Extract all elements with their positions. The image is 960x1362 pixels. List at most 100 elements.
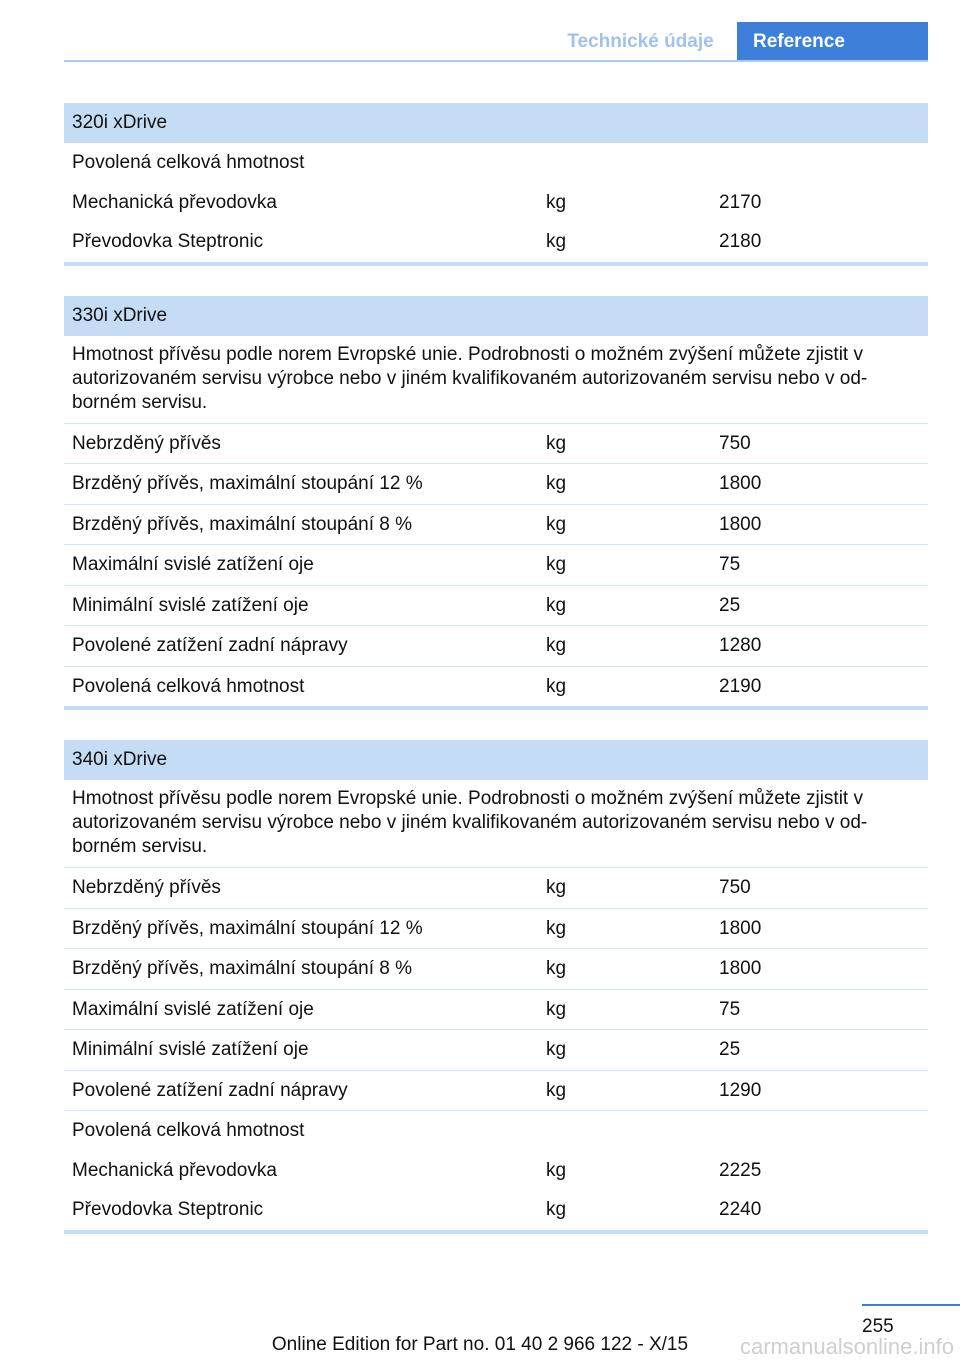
row-label: Nebrzděný přívěs — [72, 877, 221, 898]
table-row: Minimální svislé zatížení oje kg 25 — [64, 586, 928, 626]
table-row: Povolené zatížení zadní nápravy kg 1290 — [64, 1071, 928, 1111]
value: 25 — [719, 1039, 741, 1060]
unit: kg — [546, 1039, 567, 1060]
row-group: Maximální svislé zatížení oje kg 75 — [64, 544, 928, 585]
value: 1800 — [719, 473, 762, 494]
unit: kg — [546, 1199, 567, 1220]
row-label: Povolené zatížení zadní nápravy — [72, 635, 348, 656]
unit: kg — [546, 473, 567, 494]
row-label: Brzděný přívěs, maximální stoupání 12 % — [72, 473, 423, 494]
value: 750 — [719, 432, 751, 454]
row-group: Nebrzděný přívěs kg 750 — [64, 867, 928, 908]
row-group: Brzděný přívěs, maximální stoupání 12 % k… — [64, 463, 928, 504]
table-title: 330i xDrive — [64, 295, 928, 336]
value: 750 — [719, 877, 751, 898]
spec-table: 330i xDrive Hmotnost přívěsu podle norem … — [64, 295, 928, 710]
value: 2190 — [719, 675, 762, 697]
unit: kg — [546, 877, 567, 898]
unit: kg — [546, 432, 567, 454]
unit: kg — [546, 675, 567, 697]
header-rule — [64, 60, 928, 62]
table-row: Povolená celková hmotnost — [64, 143, 928, 183]
table-row: Maximální svislé zatížení oje kg 75 — [64, 990, 928, 1030]
table-row: Povolená celková hmotnost — [64, 1111, 928, 1151]
table-row: Brzděný přívěs, maximální stoupání 8 % kg… — [64, 949, 928, 989]
row-group: Brzděný přívěs, maximální stoupání 8 % kg… — [64, 948, 928, 989]
unit: kg — [546, 635, 567, 656]
unit: kg — [546, 998, 567, 1020]
table-row: Brzděný přívěs, maximální stoupání 8 % kg… — [64, 505, 928, 545]
row-label: Převodovka Steptronic — [72, 231, 264, 252]
table-note: Hmotnost přívěsu podle norem Evropské un… — [72, 788, 868, 857]
row-label: Mechanická převodovka — [72, 191, 277, 213]
table-note: Hmotnost přívěsu podle norem Evropské un… — [72, 343, 868, 413]
row-group: Povolená celková hmotnost Mechanická přev… — [64, 1110, 928, 1230]
table-row: Nebrzděný přívěs kg 750 — [64, 424, 928, 464]
row-label: Brzděný přívěs, maximální stoupání 8 % — [72, 513, 413, 535]
table-title: 320i xDrive — [64, 103, 928, 143]
row-group: Povolené zatížení zadní nápravy kg 1280 — [64, 625, 928, 666]
footer-rule — [862, 1304, 960, 1306]
row-group: Minimální svislé zatížení oje kg 25 — [64, 584, 928, 626]
table-row: Převodovka Steptronic kg 2240 — [64, 1190, 928, 1230]
value: 1290 — [719, 1079, 762, 1101]
table-row: Převodovka Steptronic kg 2180 — [64, 222, 928, 262]
spec-table: 340i xDrive Hmotnost přívěsu podle norem … — [64, 740, 928, 1234]
row-label: Mechanická převodovka — [72, 1159, 277, 1181]
row-group: Nebrzděný přívěs kg 750 — [64, 422, 928, 464]
row-label: Maximální svislé zatížení oje — [72, 554, 314, 575]
value: 25 — [719, 594, 741, 616]
table-row: Brzděný přívěs, maximální stoupání 12 % k… — [64, 909, 928, 949]
unit: kg — [546, 594, 567, 616]
row-label: Maximální svislé zatížení oje — [72, 998, 314, 1020]
value: 75 — [719, 554, 741, 575]
value: 2240 — [719, 1199, 762, 1220]
row-label: Nebrzděný přívěs — [72, 432, 221, 454]
value: 1800 — [719, 513, 762, 535]
row-group: Minimální svislé zatížení oje kg 25 — [64, 1029, 928, 1070]
unit: kg — [546, 917, 567, 939]
unit: kg — [546, 513, 567, 535]
table-row: Brzděný přívěs, maximální stoupání 12 % k… — [64, 464, 928, 504]
table-row: Povolená celková hmotnost kg 2190 — [64, 667, 928, 707]
value: 1800 — [719, 917, 762, 939]
row-group: Brzděný přívěs, maximální stoupání 8 % kg… — [64, 503, 928, 545]
value: 2170 — [719, 191, 762, 213]
row-label: Brzděný přívěs, maximální stoupání 12 % — [72, 917, 423, 939]
value: 1280 — [719, 635, 762, 656]
table-row: Minimální svislé zatížení oje kg 25 — [64, 1030, 928, 1070]
row-label: Minimální svislé zatížení oje — [72, 594, 309, 616]
tables: 320i xDrive Povolená celková hmotnost Mech… — [64, 103, 928, 1264]
table-row: Mechanická převodovka kg 2170 — [64, 183, 928, 223]
row-label: Brzděný přívěs, maximální stoupání 8 % — [72, 958, 413, 979]
unit: kg — [546, 554, 567, 575]
row-label: Povolené zatížení zadní nápravy — [72, 1079, 348, 1101]
row-group: Brzděný přívěs, maximální stoupání 12 % k… — [64, 907, 928, 949]
watermark: carmanualsonline.info — [739, 1334, 954, 1359]
page-number: 255 — [862, 1316, 894, 1337]
row-group: Povolené zatížení zadní nápravy kg 1290 — [64, 1069, 928, 1111]
table-row: Maximální svislé zatížení oje kg 75 — [64, 545, 928, 585]
table-title: 340i xDrive — [64, 740, 928, 780]
spec-table: 320i xDrive Povolená celková hmotnost Mech… — [64, 103, 928, 266]
unit: kg — [546, 191, 567, 213]
unit: kg — [546, 1159, 567, 1181]
row-group: Povolená celková hmotnost Mechanická přev… — [64, 143, 928, 262]
section-tab[interactable]: Technické údaje — [567, 31, 714, 52]
row-label: Povolená celková hmotnost — [72, 1120, 305, 1141]
row-group: Maximální svislé zatížení oje kg 75 — [64, 988, 928, 1030]
row-label: Převodovka Steptronic — [72, 1199, 264, 1220]
table-row: Mechanická převodovka kg 2225 — [64, 1151, 928, 1191]
table-row: Nebrzděný přívěs kg 750 — [64, 868, 928, 908]
value: 2180 — [719, 231, 762, 252]
value: 75 — [719, 998, 741, 1020]
unit: kg — [546, 958, 567, 979]
value: 1800 — [719, 958, 762, 979]
value: 2225 — [719, 1159, 762, 1181]
table-row: Povolené zatížení zadní nápravy kg 1280 — [64, 626, 928, 666]
row-label: Povolená celková hmotnost — [72, 675, 305, 697]
edition: Online Edition for Part no. 01 40 2 966 … — [271, 1334, 689, 1355]
chapter-tab[interactable]: Reference — [737, 22, 928, 62]
unit: kg — [546, 231, 567, 252]
